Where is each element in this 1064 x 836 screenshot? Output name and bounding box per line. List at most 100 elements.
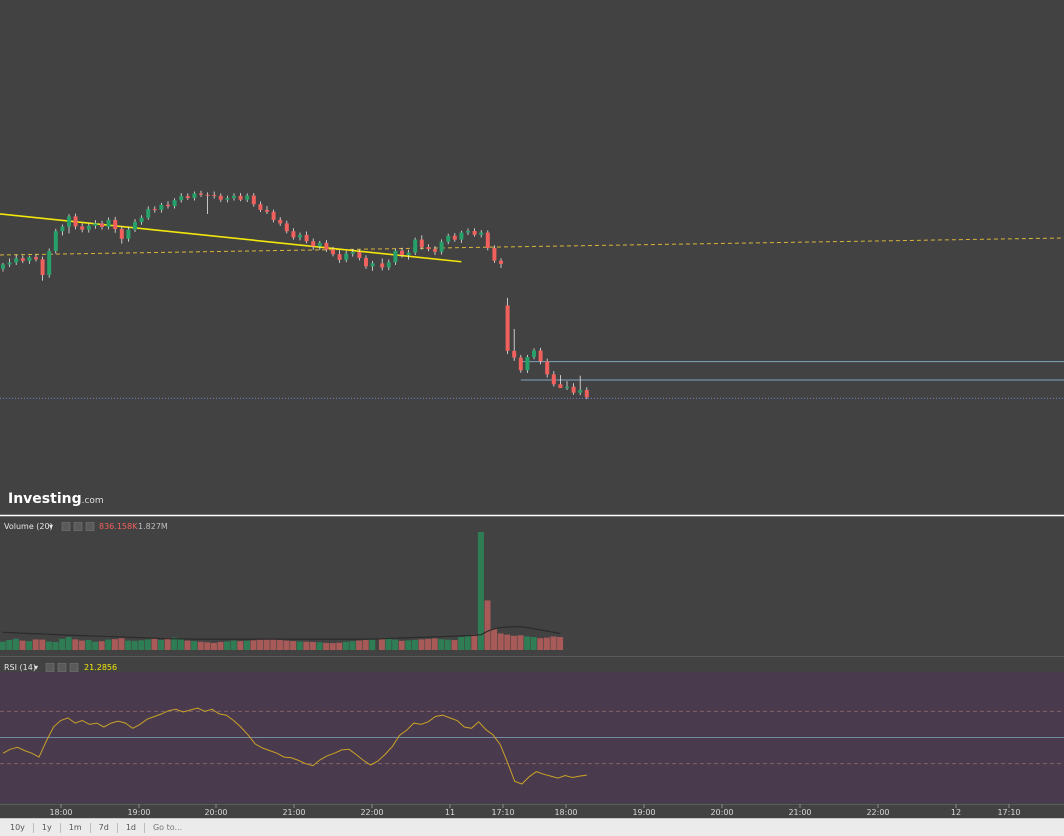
- rsi-label[interactable]: RSI (14): [4, 663, 36, 672]
- candle: [159, 202, 164, 213]
- volume-bar: [250, 640, 257, 650]
- candle-body: [218, 195, 223, 200]
- volume-bar: [26, 641, 33, 650]
- candle-body: [565, 386, 569, 389]
- candle-body: [205, 194, 210, 196]
- candle-body: [1, 264, 5, 269]
- chart-area[interactable]: Investing.com Volume (20) ▾ 836.158K 1.8…: [0, 0, 1064, 818]
- candle-body: [331, 249, 335, 255]
- candle-body: [551, 374, 556, 385]
- candle: [67, 214, 71, 234]
- candle-body: [146, 209, 151, 218]
- candle-body: [67, 216, 71, 227]
- volume-bar: [237, 641, 244, 650]
- candle-body: [34, 257, 38, 260]
- candle: [192, 191, 197, 201]
- candle: [472, 228, 477, 237]
- candle-body: [393, 250, 398, 263]
- rsi-panel[interactable]: [0, 672, 1064, 803]
- candle-body: [133, 222, 137, 230]
- volume-bar: [369, 639, 376, 650]
- range-button-1m[interactable]: 1m: [61, 822, 91, 833]
- x-tick-label: 21:00: [282, 808, 305, 817]
- candle: [337, 250, 342, 263]
- candle-body: [472, 230, 477, 235]
- volume-bar: [537, 638, 544, 650]
- volume-bar: [398, 640, 405, 650]
- candle: [271, 209, 276, 223]
- volume-panel[interactable]: [0, 532, 564, 650]
- volume-bar: [92, 641, 99, 650]
- volume-bar: [303, 641, 310, 650]
- candle: [60, 224, 65, 236]
- candle-body: [265, 209, 269, 212]
- volume-bar: [78, 640, 85, 650]
- volume-bar: [210, 642, 217, 650]
- volume-dropdown-icon[interactable]: ▾: [49, 522, 53, 531]
- range-button-1y[interactable]: 1y: [34, 822, 61, 833]
- candle: [139, 215, 144, 225]
- candle-body: [426, 247, 431, 250]
- candle: [80, 223, 85, 233]
- candle-body: [7, 262, 12, 265]
- volume-bar: [39, 639, 46, 650]
- volume-label[interactable]: Volume (20): [4, 522, 53, 531]
- rsi-line: [2, 707, 587, 785]
- volume-bar: [224, 641, 231, 650]
- range-button-10y[interactable]: 10y: [0, 822, 34, 833]
- candle-body: [47, 250, 52, 275]
- price-panel[interactable]: [0, 190, 1064, 400]
- candle-body: [199, 193, 203, 195]
- range-button-7d[interactable]: 7d: [91, 822, 118, 833]
- candle: [344, 250, 349, 263]
- x-tick-label: 17:10: [997, 808, 1020, 817]
- x-tick-label: 19:00: [632, 808, 655, 817]
- candle: [380, 258, 385, 271]
- candle: [370, 260, 375, 271]
- candle-body: [571, 386, 576, 393]
- rsi-hide-icon[interactable]: [57, 663, 67, 672]
- volume-bar: [171, 637, 178, 650]
- candle: [47, 248, 52, 278]
- volume-bar: [283, 640, 290, 650]
- volume-bar: [392, 639, 399, 650]
- candle-body: [139, 217, 144, 223]
- x-tick-label: 19:00: [127, 808, 150, 817]
- candle: [350, 249, 355, 257]
- volume-bar: [349, 641, 356, 650]
- volume-bar: [0, 641, 6, 650]
- candle: [152, 206, 157, 213]
- candle: [119, 226, 124, 244]
- candle: [53, 228, 58, 254]
- volume-settings-icon[interactable]: [61, 522, 71, 531]
- candle: [393, 248, 398, 265]
- candle: [86, 223, 91, 233]
- candle-body: [386, 262, 391, 268]
- volume-bar: [477, 532, 484, 650]
- volume-bar: [230, 640, 237, 650]
- rsi-close-icon[interactable]: [69, 663, 79, 672]
- candle-body: [238, 195, 243, 200]
- candle-body: [413, 239, 418, 253]
- volume-bar: [65, 637, 72, 650]
- candle-body: [20, 258, 25, 261]
- candle-body: [106, 219, 111, 227]
- volume-bar: [491, 628, 498, 650]
- rsi-settings-icon[interactable]: [45, 663, 55, 672]
- candle: [499, 258, 503, 268]
- candle: [34, 254, 38, 262]
- volume-bar: [52, 641, 59, 650]
- volume-hide-icon[interactable]: [73, 522, 83, 531]
- range-button-1d[interactable]: 1d: [118, 822, 145, 833]
- candle: [304, 231, 309, 244]
- go-to-button[interactable]: Go to...: [152, 822, 183, 832]
- volume-bar: [144, 639, 151, 650]
- candle: [571, 383, 576, 395]
- volume-close-icon[interactable]: [85, 522, 95, 531]
- candle-body: [492, 247, 497, 261]
- candle-body: [466, 230, 470, 233]
- candle-body: [538, 350, 543, 362]
- candle: [232, 193, 236, 201]
- rsi-dropdown-icon[interactable]: ▾: [34, 663, 38, 672]
- candle-body: [364, 257, 368, 267]
